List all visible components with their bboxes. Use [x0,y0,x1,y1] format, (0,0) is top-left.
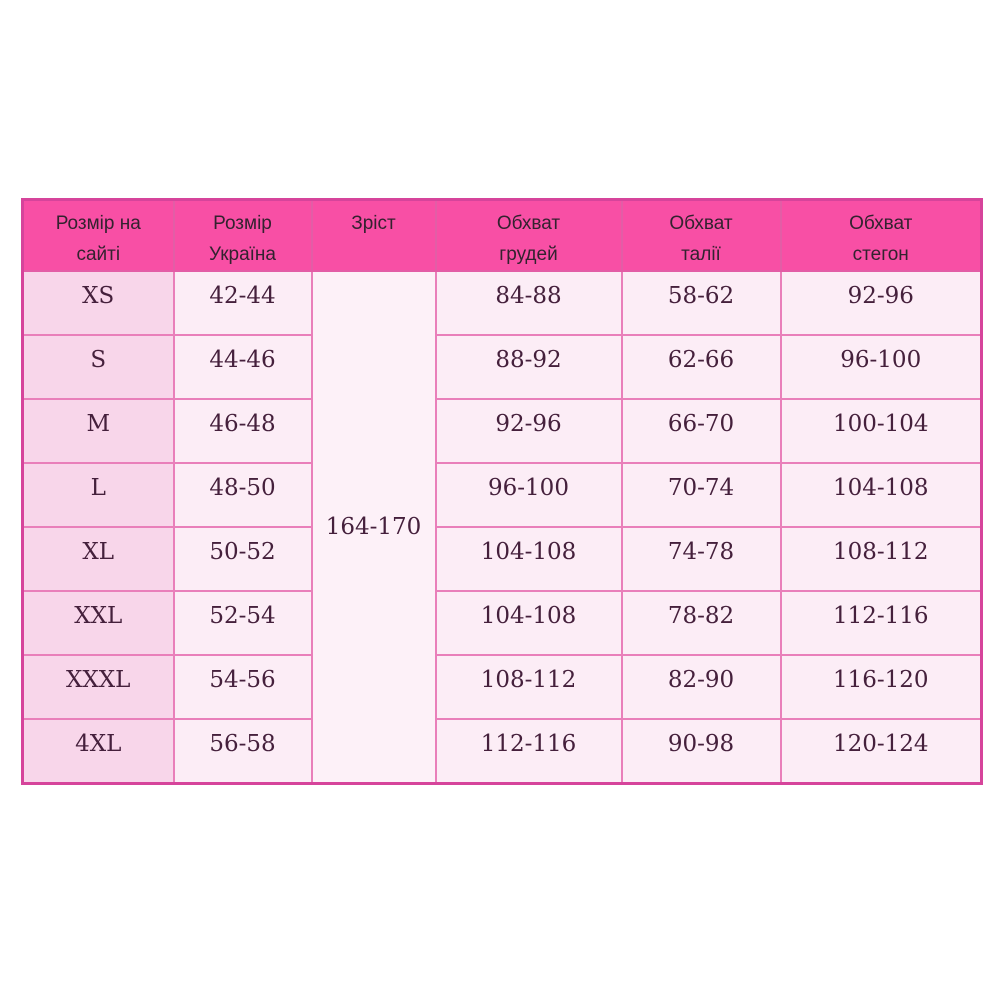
hips-cell: 92-96 [779,270,983,336]
header-chest: Обхват грудей [434,198,623,272]
chest-cell: 108-112 [434,654,623,720]
waist-cell: 70-74 [620,462,782,528]
table-row-4xl: 4XL 56-58 112-116 90-98 120-124 [21,718,983,785]
table-row-xs: XS 42-44 164-170 84-88 58-62 92-96 [21,270,983,785]
header-row: Розмір на сайті Розмір Україна Зріст Обх… [21,198,983,272]
chest-cell: 92-96 [434,398,623,464]
hips-cell: 104-108 [779,462,983,528]
size-chart-table: Розмір на сайті Розмір Україна Зріст Обх… [21,198,983,785]
size-cell: XXL [21,590,175,656]
size-cell: L [21,462,175,528]
chest-cell: 104-108 [434,590,623,656]
ua-size-cell: 42-44 [172,270,313,336]
size-cell: S [21,334,175,400]
header-waist: Обхват талії [620,198,782,272]
chest-cell: 96-100 [434,462,623,528]
hips-cell: 108-112 [779,526,983,592]
ua-size-cell: 52-54 [172,590,313,656]
waist-cell: 82-90 [620,654,782,720]
chest-cell: 104-108 [434,526,623,592]
waist-cell: 90-98 [620,718,782,785]
size-cell: XS [21,270,175,336]
ua-size-cell: 46-48 [172,398,313,464]
header-hips: Обхват стегон [779,198,983,272]
hips-cell: 116-120 [779,654,983,720]
hips-cell: 120-124 [779,718,983,785]
hips-cell: 100-104 [779,398,983,464]
size-cell: M [21,398,175,464]
table-row-l: L 48-50 96-100 70-74 104-108 [21,462,983,528]
size-cell: XXXL [21,654,175,720]
table-row-s: S 44-46 88-92 62-66 96-100 [21,334,983,400]
hips-cell: 96-100 [779,334,983,400]
ua-size-cell: 48-50 [172,462,313,528]
height-merged-cell: 164-170 [310,270,437,785]
header-size-ukraine: Розмір Україна [172,198,313,272]
waist-cell: 62-66 [620,334,782,400]
ua-size-cell: 44-46 [172,334,313,400]
table-row-m: M 46-48 92-96 66-70 100-104 [21,398,983,464]
table-row-xxl: XXL 52-54 104-108 78-82 112-116 [21,590,983,656]
header-height: Зріст [310,198,437,272]
waist-cell: 58-62 [620,270,782,336]
hips-cell: 112-116 [779,590,983,656]
chest-cell: 112-116 [434,718,623,785]
waist-cell: 74-78 [620,526,782,592]
header-size-on-site: Розмір на сайті [21,198,175,272]
ua-size-cell: 50-52 [172,526,313,592]
waist-cell: 78-82 [620,590,782,656]
ua-size-cell: 56-58 [172,718,313,785]
size-cell: 4XL [21,718,175,785]
ua-size-cell: 54-56 [172,654,313,720]
table-row-xl: XL 50-52 104-108 74-78 108-112 [21,526,983,592]
table-row-xxxl: XXXL 54-56 108-112 82-90 116-120 [21,654,983,720]
chest-cell: 84-88 [434,270,623,336]
size-cell: XL [21,526,175,592]
chest-cell: 88-92 [434,334,623,400]
waist-cell: 66-70 [620,398,782,464]
